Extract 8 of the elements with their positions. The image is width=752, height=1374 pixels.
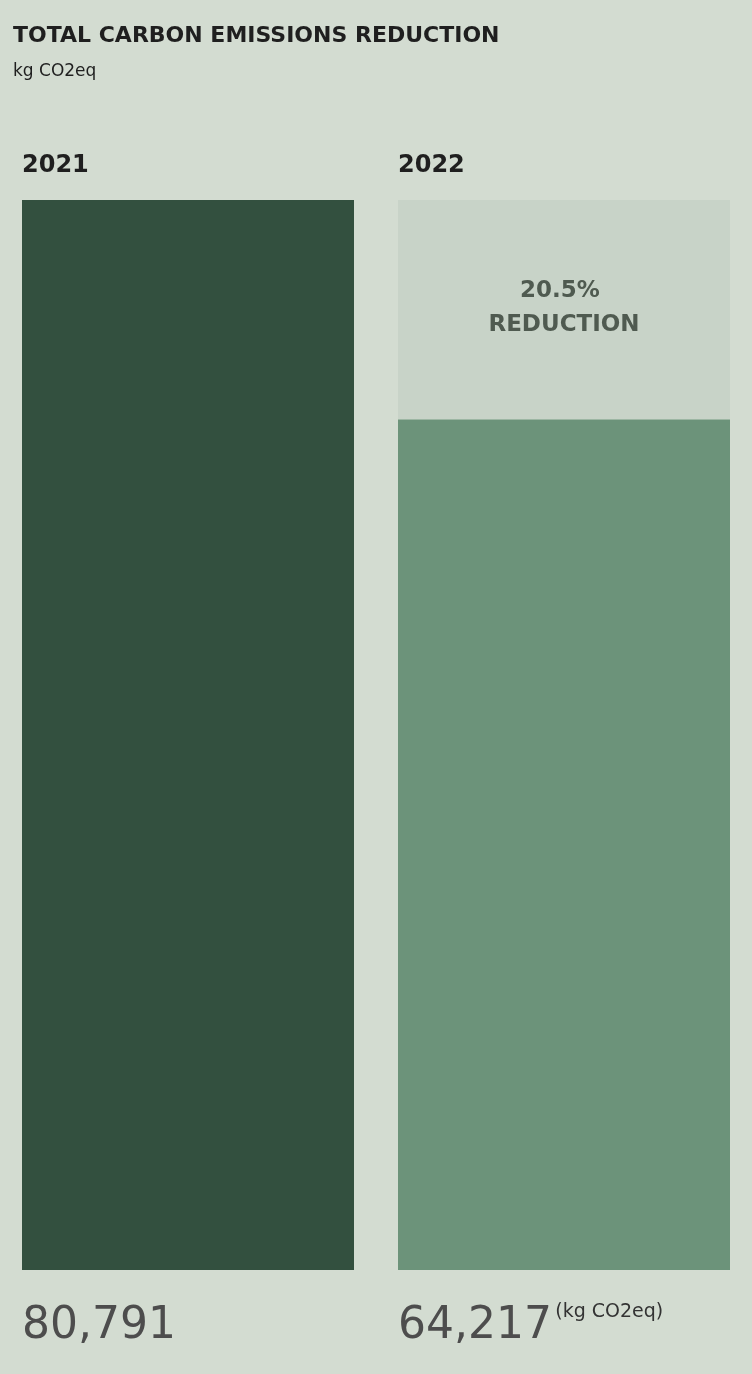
band-label: 20.5% REDUCTION <box>488 276 640 336</box>
chart-title: TOTAL CARBON EMISSIONS REDUCTION <box>13 21 500 47</box>
text: (kg CO2eq) <box>555 1298 664 1321</box>
x-tick-label: 2022 <box>398 150 465 178</box>
data-label: 80,791 <box>22 1296 176 1348</box>
chart-subtitle: kg CO2eq <box>13 59 97 80</box>
data-label: 64,217 <box>398 1296 552 1348</box>
x-tick-label: 2021 <box>22 150 89 178</box>
